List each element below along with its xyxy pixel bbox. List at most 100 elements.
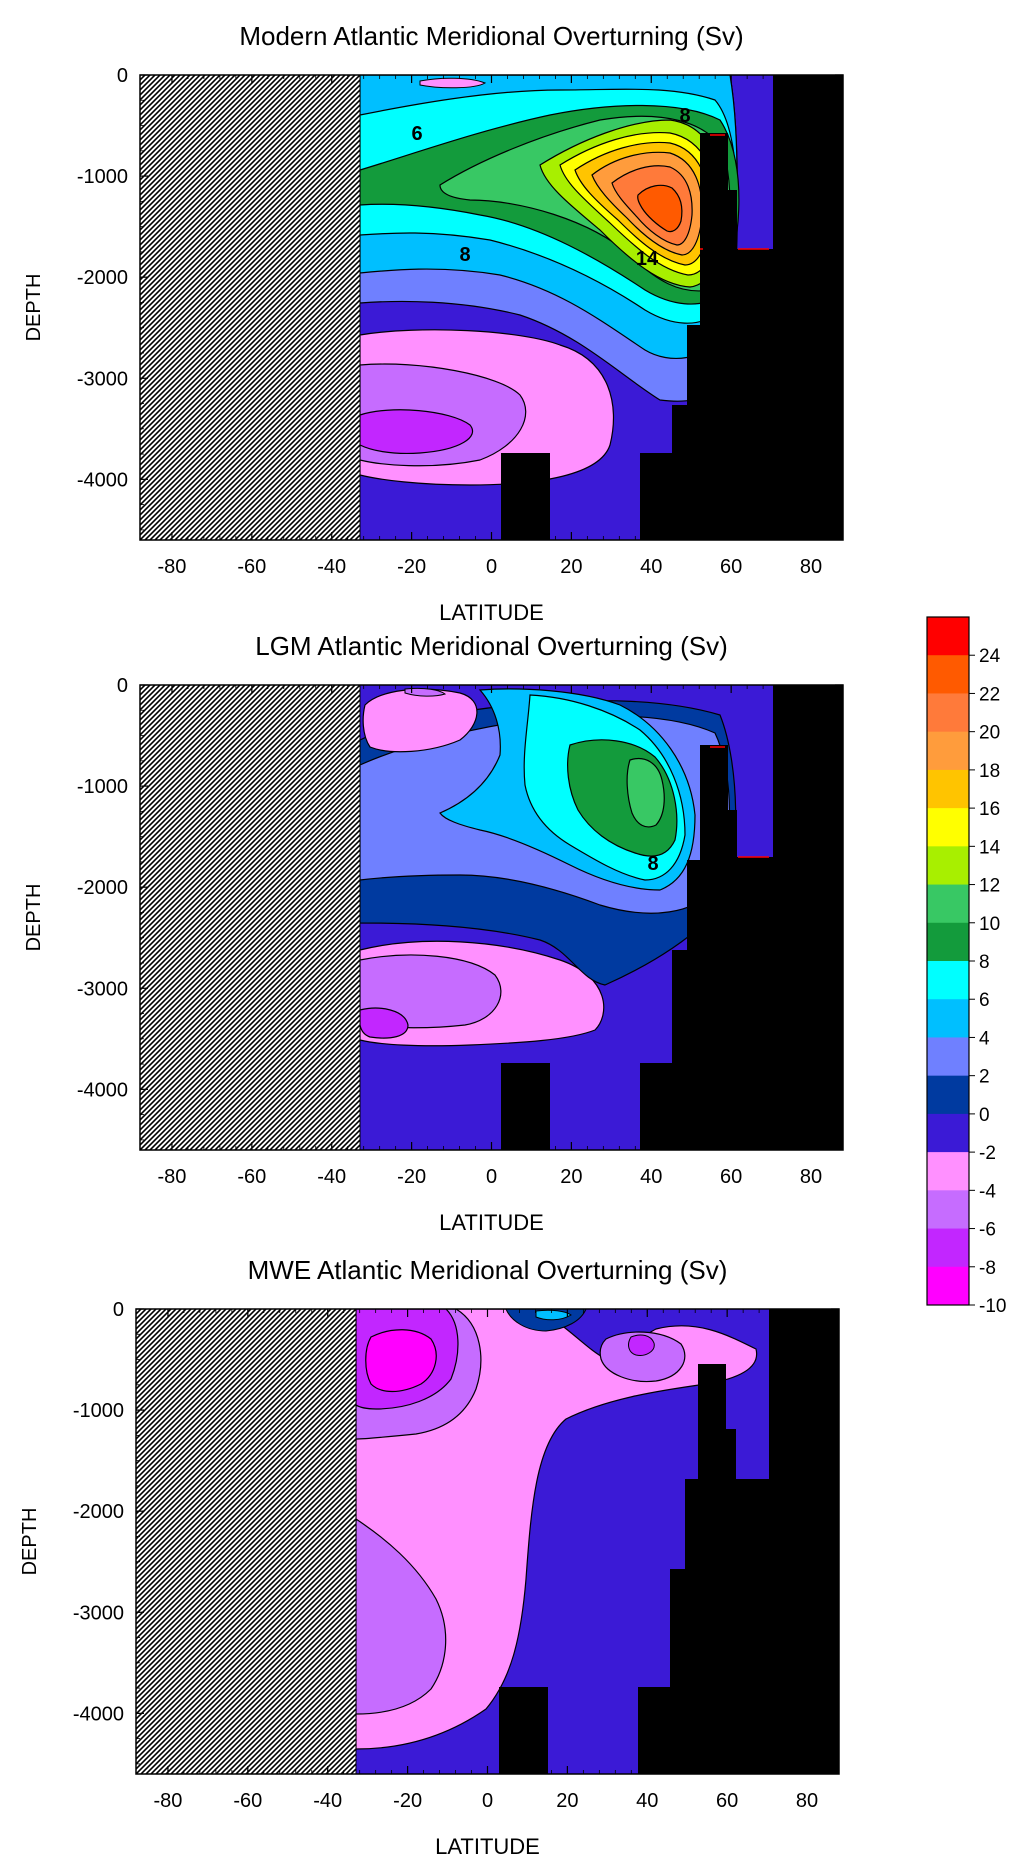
colorbar-segment: [927, 617, 969, 656]
y-tick-label: -4000: [77, 1079, 128, 1101]
contour-22: [637, 184, 683, 233]
colorbar-tick-label: -10: [979, 1296, 1006, 1317]
contour-label-layer: 8: [647, 853, 658, 875]
axes-layer: -80 -60 -40 -20 0 20 40 60 80 0 -1000 -2000 -3000 -40…: [73, 1299, 839, 1812]
negative-cell-core: [359, 1007, 409, 1039]
bathymetry: [501, 75, 843, 540]
colorbar-segment: [927, 1228, 969, 1268]
colorbar-tick-label: 12: [979, 876, 1000, 897]
x-tick-label: 0: [486, 1166, 497, 1188]
x-tick-label: -20: [397, 1166, 426, 1188]
x-tick-label: 60: [716, 1790, 738, 1812]
y-tick-label: -3000: [77, 368, 128, 390]
colorbar-segment: [927, 808, 969, 847]
contour-10: [626, 758, 665, 828]
panel-lgm: -80 -60 -40 -20 0 20 40 60 80 0 -1000 -2000 -3000 -40…: [23, 631, 844, 1235]
bathymetry: [499, 1309, 839, 1774]
y-tick-label: -2000: [77, 877, 128, 899]
x-tick-label: 80: [800, 1166, 822, 1188]
topography-edge: [700, 134, 769, 250]
y-tick-label: -1000: [73, 1400, 124, 1422]
colorbar-tick-label: 2: [979, 1067, 990, 1088]
land-mask: [140, 685, 361, 1150]
contour-label: 8: [459, 244, 470, 266]
x-tick-label: 40: [640, 1166, 662, 1188]
contour-label: 8: [679, 105, 690, 127]
x-tick-label: 20: [560, 556, 582, 578]
y-tick-label: 0: [117, 675, 128, 697]
x-axis-label: LATITUDE: [435, 1834, 540, 1859]
land-mask: [136, 1309, 357, 1774]
colorbar-tick-label: 6: [979, 990, 990, 1011]
colorbar-segment: [927, 693, 969, 733]
y-axis-label: DEPTH: [23, 884, 45, 952]
plot-area: [136, 1309, 839, 1774]
x-tick-label: 20: [560, 1166, 582, 1188]
y-tick-label: -3000: [77, 978, 128, 1000]
colorbar-segment: [927, 731, 969, 771]
plot-area: [140, 75, 843, 540]
land-mask: [140, 75, 361, 540]
colorbar-segment: [927, 1266, 969, 1306]
x-axis-label: LATITUDE: [439, 600, 544, 625]
colorbar-tick-label: -6: [979, 1220, 996, 1241]
y-axis-label: DEPTH: [19, 1508, 41, 1576]
x-tick-label: -40: [317, 556, 346, 578]
x-tick-label: -60: [237, 1166, 266, 1188]
north-negative-core: [628, 1334, 655, 1356]
colorbar-segment: [927, 1037, 969, 1077]
x-tick-label: -80: [158, 1166, 187, 1188]
colorbar-tick-label: 22: [979, 684, 1000, 705]
x-tick-label: 60: [720, 1166, 742, 1188]
x-tick-label: 20: [556, 1790, 578, 1812]
colorbar-tick-label: -8: [979, 1258, 996, 1279]
y-tick-label: -2000: [77, 267, 128, 289]
y-tick-label: -1000: [77, 776, 128, 798]
colorbar-segment: [927, 846, 969, 886]
colorbar-segment: [927, 922, 969, 962]
colorbar-segment: [927, 1152, 969, 1191]
panel-mwe: -80 -60 -40 -20 0 20 40 60 80 0 -1000 -2000 -3000 -40…: [19, 1255, 840, 1859]
panel-modern: -80 -60 -40 -20 0 20 40 60 80 0 -1000 -2000 -3000 -40…: [23, 21, 844, 625]
x-tick-label: 80: [800, 556, 822, 578]
negative-cell-core: [359, 409, 473, 455]
x-tick-label: -80: [158, 556, 187, 578]
x-tick-label: 80: [796, 1790, 818, 1812]
minimum-cell: [365, 1329, 437, 1393]
topography-edge: [710, 746, 769, 858]
y-tick-label: 0: [117, 65, 128, 87]
contour-label: 8: [647, 853, 658, 875]
contour-label: 14: [636, 248, 659, 270]
chart-title: LGM Atlantic Meridional Overturning (Sv): [255, 631, 728, 661]
colorbar-segment: [927, 1075, 969, 1115]
colorbar-tick-label: 16: [979, 799, 1000, 820]
x-tick-label: -60: [233, 1790, 262, 1812]
x-tick-label: -60: [237, 556, 266, 578]
y-tick-label: -4000: [73, 1703, 124, 1725]
plot-area: [140, 685, 843, 1150]
y-tick-label: -2000: [73, 1501, 124, 1523]
y-tick-label: -4000: [77, 469, 128, 491]
colorbar-tick-label: 4: [979, 1028, 990, 1049]
axes-layer: -80 -60 -40 -20 0 20 40 60 80 0 -1000 -2000 -3000 -40…: [77, 65, 843, 578]
y-tick-label: -3000: [73, 1602, 124, 1624]
colorbar-segment: [927, 1113, 969, 1153]
colorbar-tick-label: 20: [979, 723, 1000, 744]
axes-layer: -80 -60 -40 -20 0 20 40 60 80 0 -1000 -2000 -3000 -40…: [77, 675, 843, 1188]
y-tick-label: -1000: [77, 166, 128, 188]
colorbar-tick-label: 18: [979, 761, 1000, 782]
colorbar-tick-label: 8: [979, 952, 990, 973]
colorbar-segment: [927, 884, 969, 924]
surface-positive-core: [535, 1309, 572, 1321]
colorbar-tick-label: -2: [979, 1143, 996, 1164]
x-tick-label: 0: [482, 1790, 493, 1812]
colorbar-tick-label: 0: [979, 1105, 990, 1126]
x-tick-label: -20: [393, 1790, 422, 1812]
colorbar-segment: [927, 655, 969, 694]
contour-label: 4: [704, 283, 716, 305]
colorbar-segment: [927, 999, 969, 1038]
north-negative-cell: [599, 1331, 686, 1383]
x-axis-label: LATITUDE: [439, 1210, 544, 1235]
